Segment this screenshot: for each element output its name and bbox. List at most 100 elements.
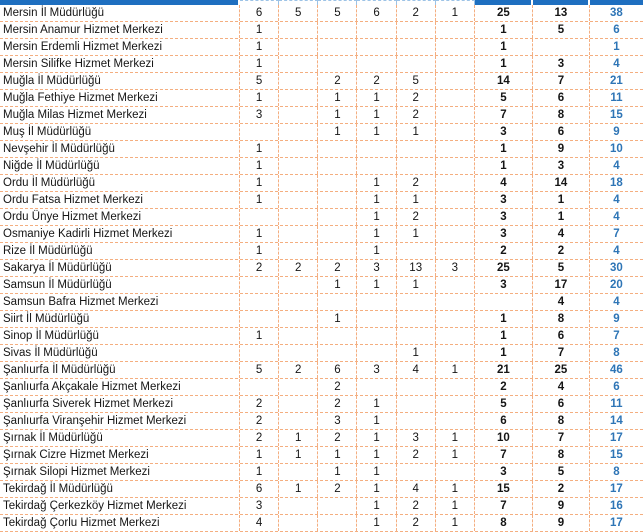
- row-name-cell[interactable]: Şanlıurfa Siverek Hizmet Merkezi: [0, 396, 240, 412]
- subtotal-a-cell[interactable]: 1: [475, 141, 533, 157]
- grand-total-cell[interactable]: 4: [613, 194, 620, 206]
- value-cell[interactable]: 2: [279, 260, 319, 276]
- subtotal-a-cell[interactable]: 1: [475, 328, 533, 344]
- value-cell[interactable]: 1: [318, 311, 358, 327]
- value-cell[interactable]: [318, 328, 358, 344]
- subtotal-a-cell[interactable]: 25: [475, 260, 533, 276]
- row-name-cell[interactable]: Tekirdağ Çorlu Hizmet Merkezi: [0, 515, 240, 531]
- value-cell[interactable]: 1: [240, 141, 280, 157]
- value-cell[interactable]: 5: [318, 5, 358, 21]
- value-cell[interactable]: [436, 158, 475, 174]
- row-name-cell[interactable]: Samsun Bafra Hizmet Merkezi: [0, 294, 240, 310]
- value-cell[interactable]: 1: [357, 481, 397, 497]
- subtotal-b-cell[interactable]: 8: [533, 107, 590, 123]
- header-cell-subtotal-b[interactable]: [532, 0, 590, 5]
- subtotal-b-cell[interactable]: 4: [533, 226, 590, 242]
- grand-total-cell[interactable]: 15: [610, 449, 623, 461]
- value-cell[interactable]: 1: [436, 498, 475, 514]
- grand-total-cell[interactable]: 4: [613, 245, 620, 257]
- value-cell[interactable]: 1: [318, 464, 358, 480]
- value-cell[interactable]: [279, 396, 319, 412]
- row-name-cell[interactable]: Samsun İl Müdürlüğü: [0, 277, 240, 293]
- value-cell[interactable]: [436, 107, 475, 123]
- subtotal-b-cell[interactable]: 3: [533, 56, 590, 72]
- value-cell[interactable]: 2: [397, 90, 436, 106]
- subtotal-a-cell[interactable]: 5: [475, 90, 533, 106]
- value-cell[interactable]: [318, 498, 358, 514]
- subtotal-b-cell[interactable]: 2: [533, 481, 590, 497]
- value-cell[interactable]: [397, 396, 436, 412]
- value-cell[interactable]: [318, 192, 358, 208]
- value-cell[interactable]: 1: [397, 226, 436, 242]
- value-cell[interactable]: [279, 175, 319, 191]
- value-cell[interactable]: [279, 158, 319, 174]
- subtotal-b-cell[interactable]: 8: [533, 413, 590, 429]
- value-cell[interactable]: [279, 277, 319, 293]
- value-cell[interactable]: 1: [436, 430, 475, 446]
- grand-total-cell[interactable]: 20: [610, 279, 623, 291]
- value-cell[interactable]: 1: [357, 396, 397, 412]
- grand-total-cell[interactable]: 17: [610, 517, 623, 529]
- value-cell[interactable]: [279, 141, 319, 157]
- subtotal-a-cell[interactable]: 6: [475, 413, 533, 429]
- value-cell[interactable]: [357, 379, 397, 395]
- value-cell[interactable]: 2: [318, 73, 358, 89]
- value-cell[interactable]: 1: [318, 447, 358, 463]
- value-cell[interactable]: [397, 141, 436, 157]
- value-cell[interactable]: 1: [240, 226, 280, 242]
- subtotal-b-cell[interactable]: [533, 39, 590, 55]
- subtotal-b-cell[interactable]: 25: [533, 362, 590, 378]
- value-cell[interactable]: 2: [240, 413, 280, 429]
- value-cell[interactable]: [279, 107, 319, 123]
- value-cell[interactable]: [436, 345, 475, 361]
- value-cell[interactable]: 1: [397, 124, 436, 140]
- subtotal-b-cell[interactable]: 14: [533, 175, 590, 191]
- value-cell[interactable]: [357, 294, 397, 310]
- value-cell[interactable]: 2: [397, 107, 436, 123]
- row-name-cell[interactable]: Şırnak Silopi Hizmet Merkezi: [0, 464, 240, 480]
- row-name-cell[interactable]: Ordu Ünye Hizmet Merkezi: [0, 209, 240, 225]
- row-name-cell[interactable]: Muğla Fethiye Hizmet Merkezi: [0, 90, 240, 106]
- value-cell[interactable]: [279, 498, 319, 514]
- subtotal-b-cell[interactable]: 17: [533, 277, 590, 293]
- value-cell[interactable]: 1: [240, 447, 280, 463]
- value-cell[interactable]: 2: [397, 175, 436, 191]
- value-cell[interactable]: [357, 56, 397, 72]
- grand-total-cell[interactable]: 14: [610, 415, 623, 427]
- subtotal-b-cell[interactable]: 5: [533, 22, 590, 38]
- value-cell[interactable]: 3: [318, 413, 358, 429]
- row-name-cell[interactable]: Şırnak İl Müdürlüğü: [0, 430, 240, 446]
- value-cell[interactable]: 1: [240, 39, 280, 55]
- value-cell[interactable]: 2: [397, 209, 436, 225]
- subtotal-a-cell[interactable]: 3: [475, 464, 533, 480]
- subtotal-b-cell[interactable]: 13: [533, 5, 590, 21]
- grand-total-cell[interactable]: 8: [613, 347, 620, 359]
- subtotal-b-cell[interactable]: 2: [533, 243, 590, 259]
- subtotal-a-cell[interactable]: 7: [475, 107, 533, 123]
- value-cell[interactable]: [436, 124, 475, 140]
- header-cell-v2[interactable]: [279, 0, 319, 5]
- row-name-cell[interactable]: Nevşehir İl Müdürlüğü: [0, 141, 240, 157]
- value-cell[interactable]: 4: [240, 515, 280, 531]
- grand-total-cell[interactable]: 15: [610, 109, 623, 121]
- value-cell[interactable]: 1: [357, 107, 397, 123]
- row-name-cell[interactable]: Mersin İl Müdürlüğü: [0, 5, 240, 21]
- value-cell[interactable]: 1: [397, 277, 436, 293]
- subtotal-b-cell[interactable]: 1: [533, 209, 590, 225]
- subtotal-a-cell[interactable]: 1: [475, 158, 533, 174]
- subtotal-b-cell[interactable]: 9: [533, 515, 590, 531]
- subtotal-a-cell[interactable]: 3: [475, 277, 533, 293]
- row-name-cell[interactable]: Muğla İl Müdürlüğü: [0, 73, 240, 89]
- row-name-cell[interactable]: Ordu Fatsa Hizmet Merkezi: [0, 192, 240, 208]
- value-cell[interactable]: 2: [279, 362, 319, 378]
- value-cell[interactable]: 3: [357, 362, 397, 378]
- grand-total-cell[interactable]: 11: [610, 398, 623, 410]
- value-cell[interactable]: [397, 379, 436, 395]
- row-name-cell[interactable]: Niğde İl Müdürlüğü: [0, 158, 240, 174]
- value-cell[interactable]: 1: [318, 124, 358, 140]
- value-cell[interactable]: 2: [318, 481, 358, 497]
- value-cell[interactable]: 6: [240, 481, 280, 497]
- subtotal-a-cell[interactable]: 25: [475, 5, 533, 21]
- value-cell[interactable]: [436, 396, 475, 412]
- value-cell[interactable]: 2: [397, 515, 436, 531]
